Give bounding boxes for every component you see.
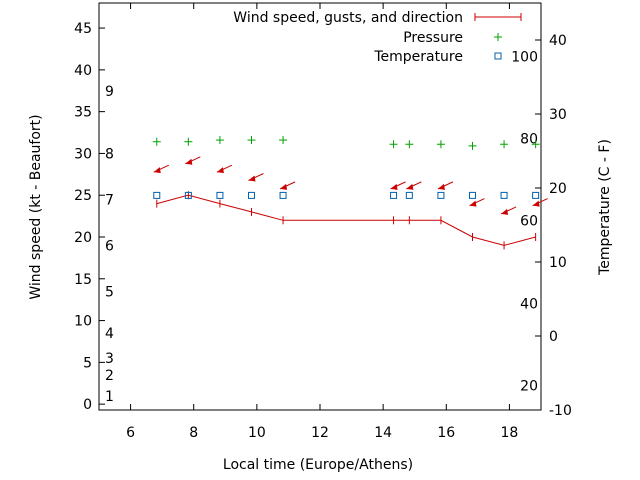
temperature-point [184, 191, 192, 199]
fahrenheit-label: 60 [520, 214, 538, 230]
y-left-tick-label: 25 [74, 188, 92, 204]
fahrenheit-label: 40 [520, 296, 538, 312]
y-left-tick-label: 45 [74, 21, 92, 37]
x-tick-label: 12 [311, 425, 329, 441]
x-tick-label: 14 [374, 425, 392, 441]
y-right-tick-label: 20 [549, 181, 567, 197]
temperature-point [468, 191, 476, 199]
wind-arrow-head [153, 167, 161, 174]
y-right-tick-label: -10 [549, 403, 572, 419]
x-axis-label: Local time (Europe/Athens) [223, 457, 413, 473]
temperature-point [405, 191, 413, 199]
pressure-point [389, 140, 398, 149]
wind-series [153, 156, 548, 250]
y-left-tick-label: 30 [74, 146, 92, 162]
legend-label-wind: Wind speed, gusts, and direction [233, 10, 463, 26]
fahrenheit-label: 100 [511, 49, 538, 65]
wind-speed-line [156, 194, 536, 246]
x-tick-label: 18 [501, 425, 519, 441]
pressure-point [152, 137, 161, 146]
plot-frame [98, 2, 542, 411]
fahrenheit-labels: 20 40 60 80 100 [511, 49, 538, 394]
beaufort-label: 7 [105, 192, 114, 208]
y-axis-label-right: Temperature (C - F) [597, 139, 613, 276]
temperature-point [247, 191, 255, 199]
pressure-point [184, 137, 193, 146]
y-left-tick-label: 15 [74, 272, 92, 288]
wind-arrow-head [406, 183, 414, 190]
legend: Wind speed, gusts, and direction Pressur… [233, 10, 522, 65]
y-left-tick-label: 40 [74, 63, 92, 79]
fahrenheit-label: 80 [520, 131, 538, 147]
temperature-point [390, 191, 398, 199]
legend-label-temperature: Temperature [373, 49, 463, 65]
beaufort-label: 5 [105, 284, 114, 300]
temperature-point [153, 191, 161, 199]
temperature-point [532, 191, 540, 199]
y-left-tick-label: 35 [74, 105, 92, 121]
legend-label-pressure: Pressure [403, 30, 463, 46]
pressure-point [247, 136, 256, 145]
y-left-tick-label: 0 [83, 397, 92, 413]
beaufort-label: 6 [105, 238, 114, 254]
x-tick-label: 6 [126, 425, 135, 441]
legend-sample-pressure [494, 33, 502, 41]
wind-arrow-head [501, 208, 509, 215]
temperature-point [500, 191, 508, 199]
y-left-tick-label: 20 [74, 230, 92, 246]
pressure-point [405, 140, 414, 149]
y-right-tick-label: 0 [549, 329, 558, 345]
beaufort-label: 1 [105, 389, 114, 405]
y-right-tick-label: 30 [549, 107, 567, 123]
right-axis-ticks: -10 0 10 20 30 40 [535, 33, 572, 419]
temperature-point [279, 191, 287, 199]
temperature-point [216, 191, 224, 199]
pressure-point [531, 140, 540, 149]
wind-arrow-head [216, 167, 224, 174]
wind-arrow-head [437, 183, 445, 190]
x-tick-label: 16 [437, 425, 455, 441]
wind-arrow-head [185, 158, 193, 165]
left-axis-ticks: 0 5 10 15 20 25 30 35 40 45 [74, 21, 105, 413]
beaufort-label: 8 [105, 146, 114, 162]
y-axis-label-left: Wind speed (kt - Beaufort) [28, 114, 44, 299]
x-tick-label: 10 [248, 425, 266, 441]
wind-arrow-head [469, 200, 477, 207]
pressure-point [500, 140, 509, 149]
pressure-point [436, 140, 445, 149]
beaufort-label: 4 [105, 326, 114, 342]
pressure-point [215, 136, 224, 145]
wind-arrow-head [532, 200, 540, 207]
beaufort-label: 3 [105, 351, 114, 367]
legend-sample-temperature [494, 52, 502, 60]
y-left-tick-label: 10 [74, 314, 92, 330]
pressure-series [152, 136, 540, 150]
y-left-tick-label: 5 [83, 355, 92, 371]
wind-arrow-head [390, 183, 398, 190]
y-right-tick-label: 40 [549, 33, 567, 49]
x-tick-label: 8 [189, 425, 198, 441]
x-axis-ticks: 6 8 10 12 14 16 18 [126, 3, 518, 441]
y-right-tick-label: 10 [549, 255, 567, 271]
temperature-series [153, 191, 540, 199]
fahrenheit-label: 20 [520, 379, 538, 395]
temperature-point [437, 191, 445, 199]
beaufort-label: 2 [105, 368, 114, 384]
pressure-point [468, 141, 477, 150]
wind-arrow-head [280, 183, 288, 190]
beaufort-label: 9 [105, 84, 114, 100]
pressure-point [279, 136, 288, 145]
wind-arrow-head [248, 175, 256, 182]
